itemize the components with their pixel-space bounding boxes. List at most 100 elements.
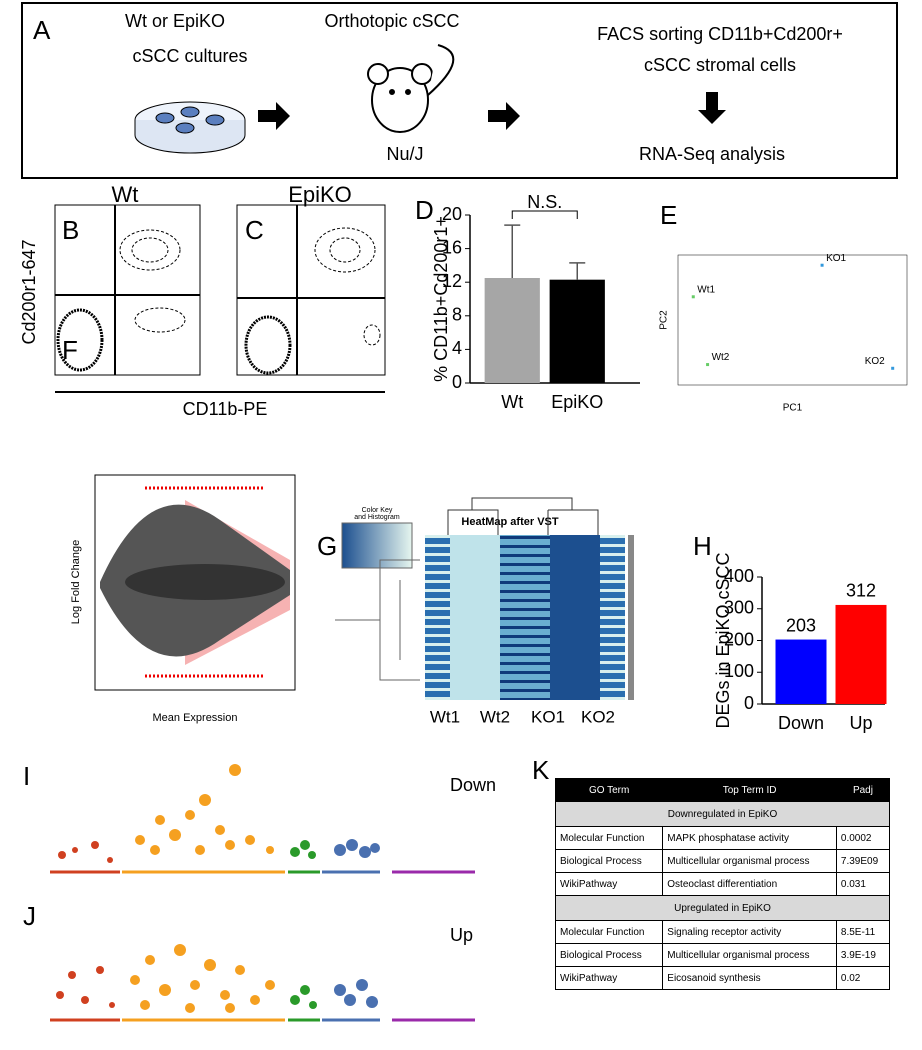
y-tick-label: 12 — [442, 271, 462, 291]
y-tick-label: 100 — [724, 661, 754, 681]
ma-plot — [94, 474, 296, 691]
table-cell: Molecular Function — [554, 920, 664, 944]
bracket — [511, 210, 578, 219]
column-label: Wt2 — [480, 707, 510, 726]
y-tick-label: 0 — [744, 693, 754, 713]
panel-label: C — [245, 215, 264, 245]
point-label: KO2 — [865, 356, 885, 367]
column-label: KO2 — [581, 707, 615, 726]
error-bar — [569, 262, 586, 280]
panel-a-box — [21, 2, 898, 179]
flow-plots — [54, 204, 386, 393]
dish-icon — [134, 101, 246, 154]
manhattan-label: Down — [450, 775, 496, 795]
table-row: Upregulated in EpiKO — [555, 895, 890, 921]
table-cell: Biological Process — [554, 943, 664, 967]
dendrogram — [335, 559, 420, 681]
bar — [484, 278, 540, 383]
color-key — [341, 522, 413, 569]
table-row: Downregulated in EpiKO — [555, 801, 890, 827]
axis-label: % CD11b+Cd200r1+ — [431, 216, 451, 382]
mouse-icon — [367, 44, 455, 133]
error-bar — [504, 224, 521, 278]
table-cell: 0.02 — [835, 966, 891, 990]
panel-label: K — [532, 755, 550, 785]
y-tick-label: 400 — [724, 566, 754, 586]
bar — [835, 604, 887, 704]
arrow — [258, 102, 290, 130]
data-label: 203 — [786, 615, 816, 635]
table-cell: Molecular Function — [554, 826, 664, 850]
x-tick-label: Wt — [501, 392, 523, 412]
table-row: Biological Process Multicellular organism… — [554, 849, 891, 873]
flow-title: Wt — [112, 182, 139, 207]
go-table: GO Term Top Term ID Padj Downregulated in E… — [554, 778, 891, 990]
manhattan-label: Up — [450, 925, 473, 945]
y-tick-label: 4 — [452, 338, 462, 358]
panel-label: D — [415, 195, 434, 225]
bar — [775, 639, 827, 704]
x-tick-label: EpiKO — [551, 392, 603, 412]
table-cell: 3.9E-19 — [835, 943, 891, 967]
table-row: WikiPathway Osteoclast differentiation 0.0… — [554, 872, 891, 896]
key-text: and Histogram — [354, 514, 400, 521]
table-cell: WikiPathway — [554, 872, 664, 896]
y-tick-label: 0 — [452, 372, 462, 392]
axis-label: Mean Expression — [153, 712, 238, 724]
axis-label: CD11b-PE — [183, 399, 268, 419]
point-label: Wt1 — [697, 284, 715, 295]
dendrogram — [447, 497, 599, 535]
table-row: Biological Process Multicellular organism… — [554, 943, 891, 967]
table-cell: Signaling receptor activity — [662, 920, 837, 944]
data-label: 312 — [846, 581, 876, 601]
table-cell: Top Term ID — [662, 778, 837, 802]
x-tick-label: Down — [778, 713, 824, 733]
table-cell: 0.0002 — [835, 826, 891, 850]
table-cell: WikiPathway — [554, 966, 664, 990]
point-label: KO1 — [826, 253, 846, 264]
annotation: N.S. — [527, 192, 562, 212]
table-cell: 7.39E09 — [835, 849, 891, 873]
axis-label: DEGs in EpiKO cSCC — [713, 552, 733, 728]
manhattan-plot — [50, 764, 475, 1022]
column-label: KO1 — [531, 707, 565, 726]
table-cell: Osteoclast differentiation — [662, 872, 837, 896]
table-cell: Upregulated in EpiKO — [555, 895, 890, 921]
panel-label: F — [62, 335, 78, 365]
heatmap — [425, 535, 625, 700]
panel-label: I — [23, 761, 30, 791]
y-tick-label: 300 — [724, 598, 754, 618]
schematic-text: Nu/J — [386, 144, 423, 164]
table-row: Molecular Function MAPK phosphatase activ… — [554, 826, 891, 850]
point — [891, 366, 895, 370]
heatmap-title: HeatMap after VST — [461, 516, 558, 528]
point — [691, 295, 695, 299]
arrow — [488, 102, 520, 130]
row-labels — [628, 535, 634, 700]
x-tick-label: Up — [849, 713, 872, 733]
table-cell: Biological Process — [554, 849, 664, 873]
table-row: Molecular Function Signaling receptor act… — [554, 920, 891, 944]
panel-label: B — [62, 215, 79, 245]
y-tick-label: 8 — [452, 305, 462, 325]
y-tick-label: 200 — [724, 629, 754, 649]
panel-label: G — [317, 531, 337, 561]
table-row: GO Term Top Term ID Padj — [554, 778, 891, 802]
schematic-text: RNA-Seq analysis — [639, 144, 785, 164]
panel-label: H — [693, 531, 712, 561]
table-cell: Multicellular organismal process — [662, 849, 837, 873]
table-cell: GO Term — [554, 778, 664, 802]
key-text: Color Key — [362, 507, 393, 514]
axis-label: PC1 — [783, 403, 803, 414]
schematic-text: FACS sorting CD11b+Cd200r+ — [597, 24, 843, 44]
arrow — [698, 92, 726, 124]
axis-label: Log Fold Change — [70, 540, 82, 624]
flow-title: EpiKO — [288, 182, 352, 207]
plot-frame — [677, 254, 908, 386]
axis-label: Cd200r1-647 — [19, 239, 39, 344]
schematic-text: cSCC stromal cells — [644, 55, 796, 75]
y-tick-label: 16 — [442, 237, 462, 257]
table-row: WikiPathway Eicosanoid synthesis 0.02 — [554, 966, 891, 990]
